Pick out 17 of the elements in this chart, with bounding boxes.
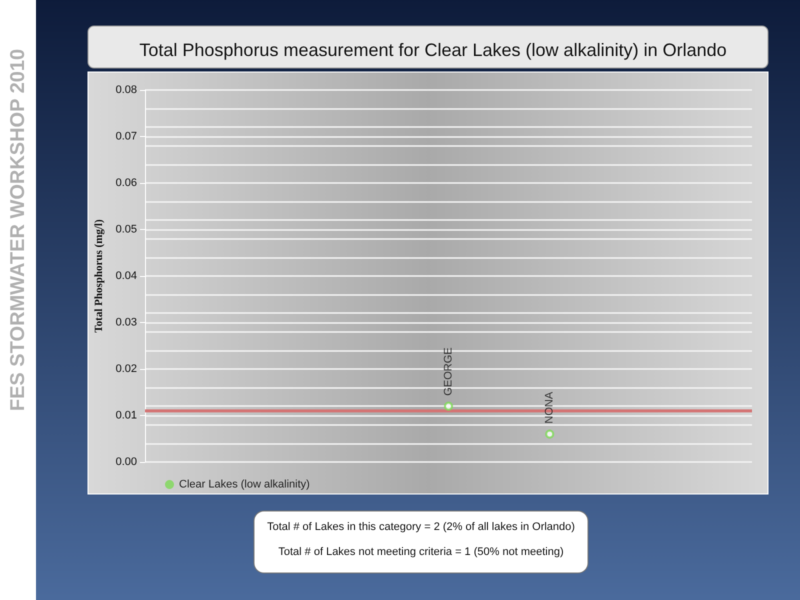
y-tick-label: 0.02 [116,363,137,375]
legend-label: Clear Lakes (low alkalinity) [179,478,310,490]
y-tick-label: 0.00 [116,456,137,468]
chart-title: Total Phosphorus measurement for Clear Lakes (low alkalinity) in Orlando [139,40,727,60]
y-tick-label: 0.05 [116,224,137,236]
y-tick-label: 0.03 [116,316,137,328]
y-tick-label: 0.08 [116,84,137,96]
y-tick-label: 0.06 [116,177,137,189]
y-tick-label: 0.04 [116,270,137,282]
y-tick-label: 0.01 [116,410,137,422]
y-tick-label: 0.07 [116,130,137,142]
text: FES STORMWATER WORKSHOP 2010 [7,48,29,412]
text: Total # of Lakes in this category = 2 (2% of all lakes in Orlando) [267,521,575,533]
y-axis-title: Total Phosphorus (mg/l) [93,219,106,333]
text: Total # of Lakes not meeting criteria = 1 (50% not meeting) [278,546,564,558]
annotation: GEORGE [442,347,454,396]
annotation: NONA [544,391,556,424]
